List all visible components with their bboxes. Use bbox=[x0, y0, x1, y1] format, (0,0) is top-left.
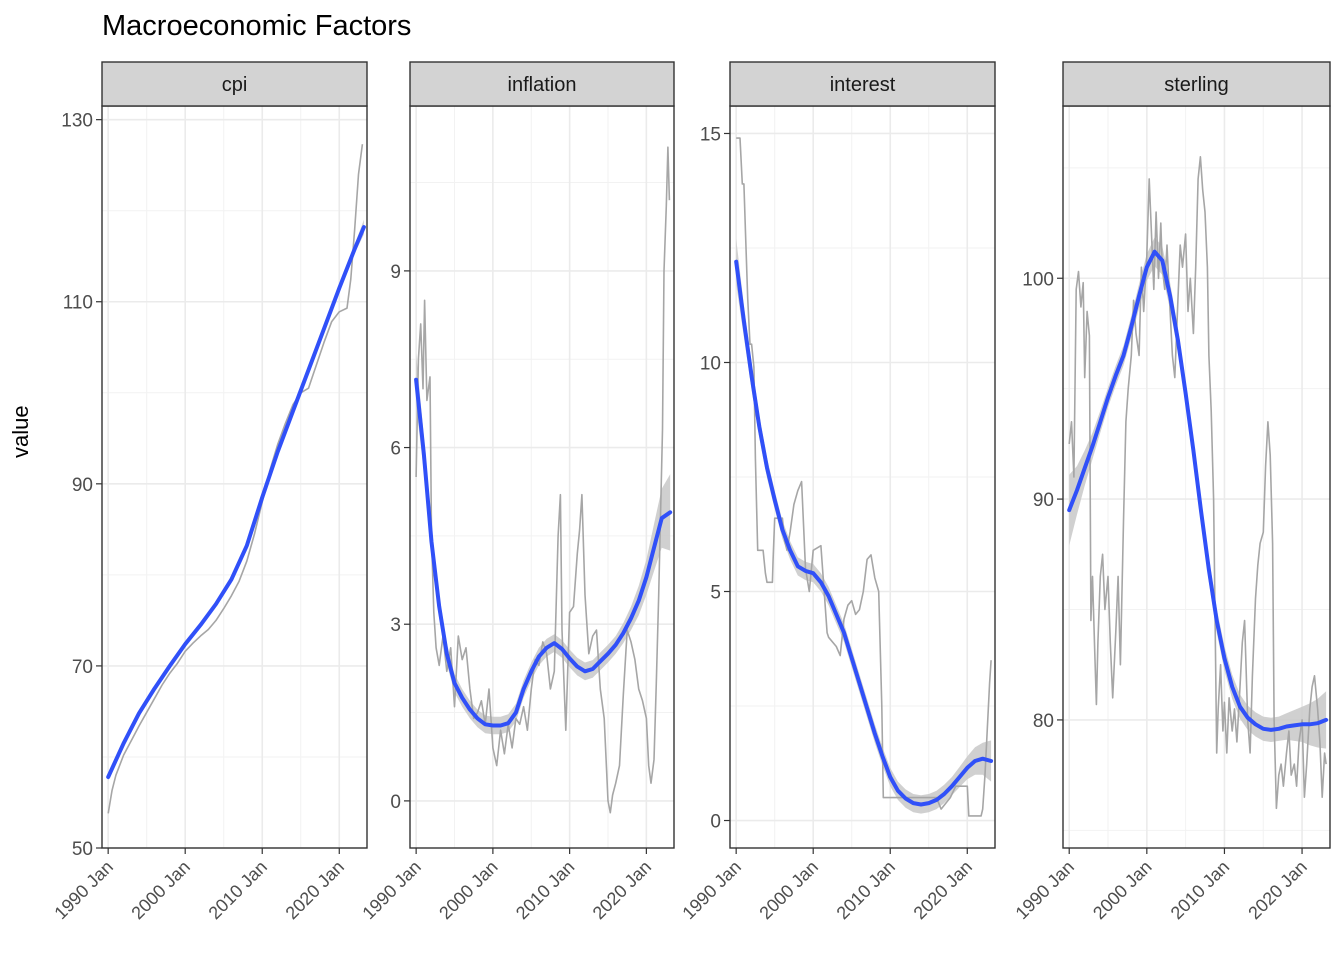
x-tick-label: 2020 Jan bbox=[1244, 857, 1311, 924]
y-tick-label: 130 bbox=[61, 111, 93, 132]
y-tick-label: 9 bbox=[390, 262, 401, 283]
y-tick-label: 50 bbox=[72, 839, 93, 860]
x-tick-label: 2020 Jan bbox=[282, 857, 349, 924]
facet-strip bbox=[1062, 61, 1331, 107]
panel-interest: interest 0 5 10 15 1990 Jan 2000 Jan 2010 Jan 20… bbox=[678, 61, 996, 924]
raw-series-line bbox=[107, 144, 364, 814]
y-tick-label: 5 bbox=[710, 583, 721, 604]
x-tick-label: 2000 Jan bbox=[435, 857, 502, 924]
panel-sterling: sterling 80 90 100 1990 Jan 2000 Jan 2010 Jan 2… bbox=[1012, 61, 1331, 924]
y-tick-label: 110 bbox=[63, 293, 93, 314]
x-tick-label: 1990 Jan bbox=[50, 857, 117, 924]
panel-inflation: inflation 0 3 6 9 1990 Jan 2000 Jan 2010 Jan 202… bbox=[358, 61, 675, 924]
x-tick-label: 2000 Jan bbox=[756, 857, 823, 924]
panel-background bbox=[102, 106, 367, 848]
x-tick-label: 2020 Jan bbox=[589, 857, 656, 924]
x-tick-label: 2010 Jan bbox=[1167, 857, 1234, 924]
facet-strip bbox=[409, 61, 675, 107]
y-tick-label: 90 bbox=[72, 475, 93, 496]
raw-series-line bbox=[1068, 156, 1327, 810]
confidence-band bbox=[416, 353, 671, 735]
smooth-trend-line bbox=[106, 225, 366, 779]
facet-strip-label: interest bbox=[830, 74, 896, 96]
y-tick-label: 6 bbox=[390, 439, 401, 460]
y-tick-label: 0 bbox=[390, 792, 401, 813]
facet-strip bbox=[101, 61, 368, 107]
x-tick-label: 2020 Jan bbox=[910, 857, 977, 924]
x-tick-label: 2010 Jan bbox=[833, 857, 900, 924]
panel-background bbox=[410, 106, 674, 848]
facet-strip-label: inflation bbox=[508, 74, 577, 96]
y-tick-label: 3 bbox=[390, 615, 401, 636]
x-tick-label: 2000 Jan bbox=[128, 857, 195, 924]
x-tick-label: 1990 Jan bbox=[1012, 857, 1079, 924]
x-tick-label: 2000 Jan bbox=[1089, 857, 1156, 924]
facet-strip-label: cpi bbox=[222, 74, 248, 96]
smooth-trend-line bbox=[1067, 249, 1329, 732]
y-tick-label: 80 bbox=[1033, 711, 1054, 732]
chart-title: Macroeconomic Factors bbox=[102, 10, 412, 42]
smooth-trend-line bbox=[734, 259, 994, 807]
raw-series-line bbox=[415, 146, 671, 814]
x-tick-label: 1990 Jan bbox=[358, 857, 425, 924]
raw-series-line bbox=[736, 137, 992, 817]
facet-strip-label: sterling bbox=[1164, 74, 1228, 96]
y-tick-label: 100 bbox=[1022, 269, 1054, 290]
y-tick-label: 90 bbox=[1033, 490, 1054, 511]
panel-cpi: cpi 50 70 90 110 130 1990 Jan 2000 Jan 2010 Jan 2… bbox=[50, 61, 368, 924]
y-tick-label: 70 bbox=[72, 657, 93, 678]
x-tick-label: 2010 Jan bbox=[205, 857, 272, 924]
y-tick-label: 10 bbox=[700, 353, 721, 374]
x-tick-label: 2010 Jan bbox=[512, 857, 579, 924]
y-tick-label: 0 bbox=[710, 812, 721, 833]
facet-strip bbox=[729, 61, 996, 107]
smooth-trend-line bbox=[414, 377, 673, 728]
x-tick-label: 1990 Jan bbox=[678, 857, 745, 924]
y-tick-label: 15 bbox=[700, 124, 721, 145]
